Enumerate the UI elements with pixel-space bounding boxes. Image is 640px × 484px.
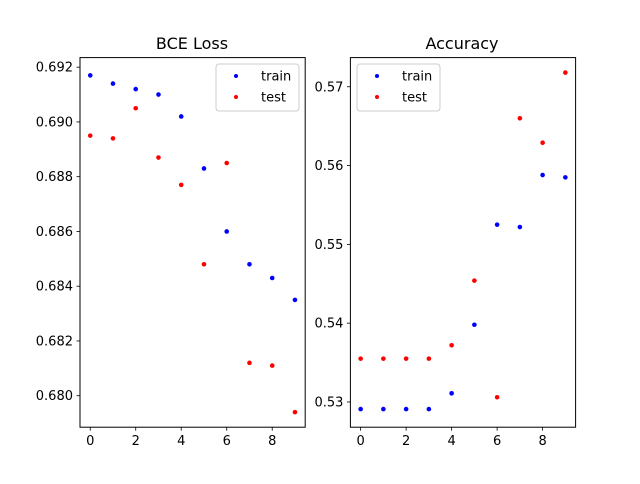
- accuracy-x-tick-label: 4: [447, 434, 455, 449]
- accuracy-test-point: [381, 356, 386, 361]
- accuracy-test-point: [472, 278, 477, 283]
- accuracy-train-point: [403, 406, 409, 412]
- bce-loss-train-point: [156, 92, 161, 97]
- bce-loss-test-point: [178, 182, 184, 188]
- bce-loss-legend-test-marker: [234, 95, 238, 99]
- accuracy-ticks: 0 2 4 6 8 0.53 0.54 0.55 0.56 0.57: [314, 80, 546, 449]
- accuracy-test-point: [517, 115, 523, 121]
- bce-loss-y-tick-label: 0.688: [36, 170, 73, 185]
- accuracy-train-point: [358, 406, 363, 412]
- bce-loss-title: BCE Loss: [156, 34, 228, 53]
- bce-loss-train-point: [224, 229, 230, 234]
- bce-loss-y-tick-label: 0.686: [36, 225, 73, 240]
- bce-loss-y-tick-label: 0.682: [36, 334, 73, 349]
- bce-loss-train-point: [247, 262, 252, 267]
- bce-loss-test-point: [156, 155, 161, 160]
- bce-loss-test-point: [247, 360, 252, 366]
- accuracy-y-tick-label: 0.53: [314, 395, 343, 410]
- accuracy-y-tick-label: 0.56: [314, 159, 343, 174]
- bce-loss-legend-train-marker: [234, 74, 238, 78]
- accuracy-train-point: [517, 224, 523, 230]
- bce-loss-axes-frame: [79, 57, 306, 428]
- accuracy-x-tick-label: 0: [356, 434, 364, 449]
- bce-loss-train-point: [110, 81, 116, 86]
- bce-loss-ticks: 0 2 4 6 8 0.680 0.682 0.684 0.686 0.688 0.690 0.692: [36, 61, 277, 450]
- bce-loss-legend: train test: [215, 63, 300, 112]
- bce-loss-y-tick-label: 0.692: [36, 61, 73, 76]
- bce-loss-x-tick-label: 8: [268, 434, 276, 449]
- accuracy-x-tick-label: 2: [402, 434, 410, 449]
- bce-loss-y-tick-label: 0.690: [36, 115, 73, 130]
- bce-loss-marks: [87, 73, 298, 415]
- accuracy-train-point: [494, 222, 500, 227]
- bce-loss-test-point: [87, 133, 93, 138]
- accuracy-test-point: [449, 342, 454, 348]
- bce-loss-test-point: [224, 160, 230, 166]
- accuracy-legend-train-label: train: [402, 70, 432, 85]
- bce-loss-train-point: [133, 86, 139, 92]
- accuracy-x-tick-label: 6: [493, 434, 501, 449]
- accuracy-train-point: [426, 406, 432, 412]
- accuracy-test-point: [563, 70, 568, 75]
- bce-loss-test-point: [292, 409, 298, 415]
- accuracy-subplot: Accuracy 0 2 4 6 8 0.53 0.54 0.55 0.56 0.57 train…: [314, 34, 577, 449]
- bce-loss-legend-train-label: train: [261, 70, 291, 85]
- bce-loss-x-tick-label: 2: [132, 434, 140, 449]
- accuracy-test-point: [540, 140, 545, 146]
- accuracy-train-point: [381, 406, 386, 412]
- bce-loss-train-point: [201, 166, 207, 171]
- accuracy-legend: train test: [356, 63, 441, 112]
- accuracy-train-point: [472, 322, 477, 328]
- bce-loss-legend-test-label: test: [261, 91, 286, 106]
- accuracy-marks: [358, 70, 568, 412]
- accuracy-title: Accuracy: [425, 34, 498, 53]
- accuracy-y-tick-label: 0.55: [314, 238, 343, 253]
- accuracy-x-tick-label: 8: [538, 434, 546, 449]
- bce-loss-x-tick-label: 0: [86, 434, 94, 449]
- bce-loss-train-point: [87, 73, 93, 78]
- accuracy-train-point: [449, 391, 454, 396]
- accuracy-y-tick-label: 0.54: [314, 317, 343, 332]
- bce-loss-y-tick-label: 0.680: [36, 389, 73, 404]
- bce-loss-test-point: [269, 363, 275, 368]
- accuracy-axes-frame: [349, 57, 577, 428]
- bce-loss-train-point: [269, 275, 275, 281]
- accuracy-legend-test-label: test: [402, 91, 427, 106]
- accuracy-legend-train-marker: [375, 74, 379, 78]
- accuracy-y-tick-label: 0.57: [314, 80, 343, 95]
- bce-loss-test-point: [201, 262, 207, 267]
- accuracy-test-point: [403, 356, 409, 361]
- bce-loss-y-tick-label: 0.684: [36, 280, 73, 295]
- bce-loss-test-point: [110, 136, 116, 141]
- bce-loss-x-tick-label: 6: [223, 434, 231, 449]
- accuracy-train-point: [540, 172, 545, 178]
- accuracy-test-point: [494, 394, 500, 400]
- accuracy-test-point: [426, 356, 432, 361]
- bce-loss-train-point: [178, 114, 184, 119]
- bce-loss-train-point: [292, 297, 298, 303]
- bce-loss-subplot: BCE Loss 0 2 4 6 80.6800.6820.6840.6860.6880…: [36, 34, 306, 450]
- bce-loss-test-point: [133, 105, 139, 111]
- bce-loss-x-tick-label: 4: [177, 434, 185, 449]
- accuracy-legend-test-marker: [375, 95, 379, 99]
- accuracy-test-point: [358, 356, 363, 361]
- accuracy-train-point: [563, 175, 568, 180]
